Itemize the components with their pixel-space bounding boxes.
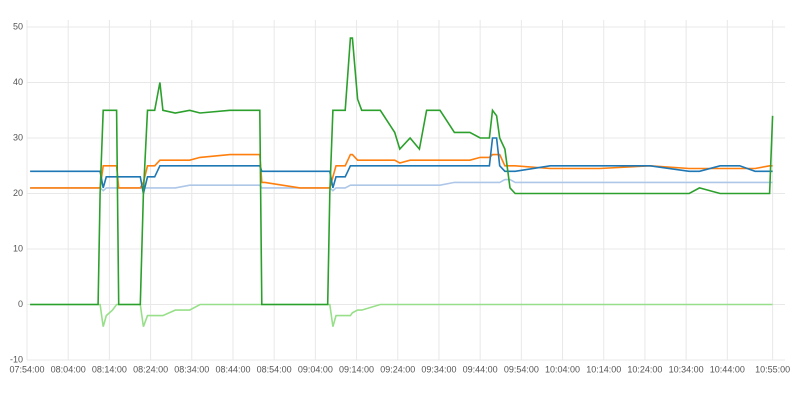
x-tick-label: 09:34:00 (421, 364, 456, 374)
x-tick-label: 09:04:00 (298, 364, 333, 374)
x-tick-label: 08:04:00 (51, 364, 86, 374)
x-tick-label: 10:04:00 (545, 364, 580, 374)
x-tick-label: 08:44:00 (215, 364, 250, 374)
y-tick-label: -10 (10, 354, 23, 364)
x-tick-label: 10:14:00 (586, 364, 621, 374)
x-tick-label: 10:34:00 (669, 364, 704, 374)
x-tick-label: 09:44:00 (463, 364, 498, 374)
x-tick-label: 10:44:00 (710, 364, 745, 374)
x-tick-label: 08:54:00 (257, 364, 292, 374)
x-tick-label: 08:14:00 (92, 364, 127, 374)
x-tick-label: 08:34:00 (174, 364, 209, 374)
y-tick-label: 10 (13, 243, 23, 253)
series-line (30, 37, 774, 306)
x-tick-label: 09:14:00 (339, 364, 374, 374)
y-tick-label: 40 (13, 77, 23, 87)
x-tick-label: 09:24:00 (380, 364, 415, 374)
y-tick-label: 0 (18, 299, 23, 309)
x-tick-label: 10:55:00 (755, 364, 790, 374)
x-tick-label: 07:54:00 (9, 364, 44, 374)
y-tick-label: 30 (13, 132, 23, 142)
y-tick-label: 50 (13, 21, 23, 31)
x-tick-label: 08:24:00 (133, 364, 168, 374)
x-tick-label: 10:24:00 (627, 364, 662, 374)
x-tick-label: 09:54:00 (504, 364, 539, 374)
series-line (30, 137, 773, 194)
series-line (30, 303, 773, 327)
y-tick-label: 20 (13, 188, 23, 198)
series-line (30, 153, 773, 189)
